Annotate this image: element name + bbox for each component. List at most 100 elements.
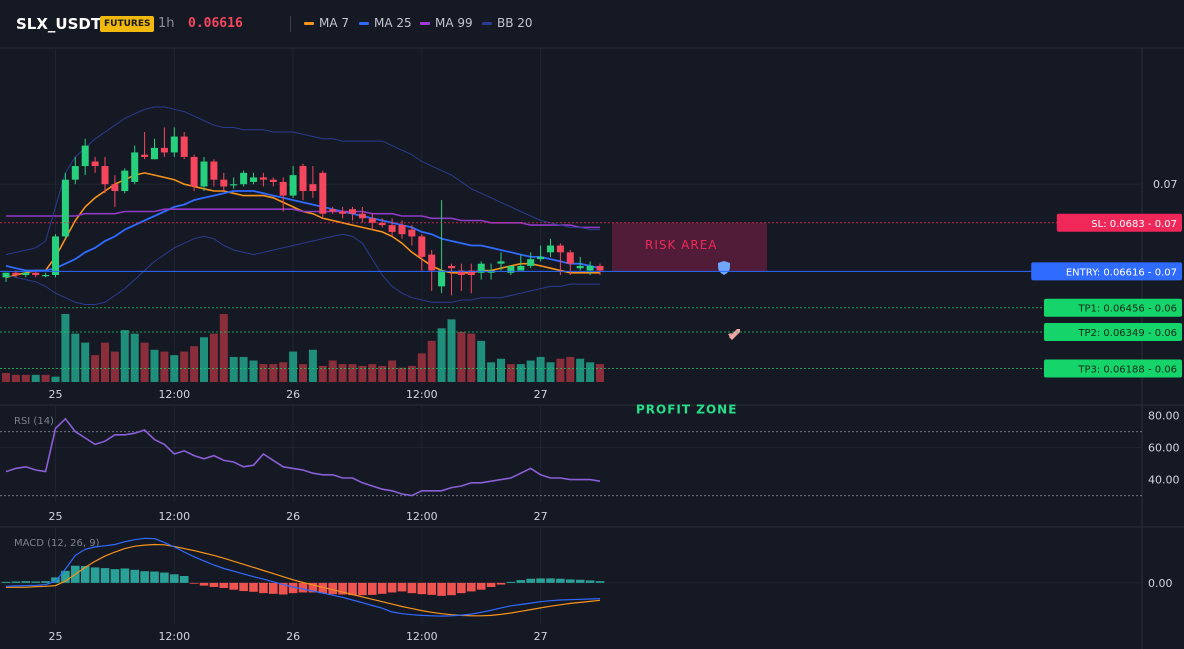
macd-histogram-bar	[457, 582, 466, 594]
time-tick-label: 26	[286, 630, 300, 643]
volume-bar	[417, 353, 426, 382]
candle-body	[457, 270, 465, 276]
macd-histogram-bar	[368, 582, 377, 595]
candle-body	[319, 172, 327, 214]
volume-bar	[120, 330, 129, 382]
rsi-tick-label: 60.00	[1148, 442, 1180, 455]
macd-histogram-bar	[308, 582, 318, 593]
symbol-name[interactable]: SLX_USDT	[16, 15, 102, 33]
ma7-swatch	[304, 21, 314, 25]
tp3-price-tag-label: TP3: 0.06188 - 0.06	[1077, 365, 1177, 376]
timeframe-label[interactable]: 1h	[158, 16, 175, 31]
ma99-line	[6, 208, 600, 229]
time-tick-label: 25	[49, 630, 63, 643]
volume-bar	[81, 342, 90, 382]
volume-bar	[219, 314, 228, 382]
volume-bar	[566, 356, 575, 382]
time-tick-label: 27	[534, 630, 548, 643]
candle-body	[269, 179, 277, 182]
candle-body	[101, 166, 109, 185]
time-tick-label: 12:00	[158, 630, 190, 643]
macd-histogram-bar	[358, 582, 367, 596]
rsi-tick-label: 40.00	[1148, 474, 1180, 487]
macd-histogram-bar	[249, 582, 258, 592]
candle-body	[22, 272, 30, 276]
legend-ma7[interactable]: MA 7	[304, 16, 349, 30]
volume-bar	[289, 351, 298, 382]
volume-bar	[536, 356, 545, 382]
risk-area-label: RISK AREA	[645, 238, 718, 252]
legend-bb20-label: BB 20	[497, 16, 533, 30]
volume-bar	[71, 333, 80, 382]
ma25-line	[5, 190, 601, 272]
volume-bar	[21, 374, 30, 382]
candle-body	[210, 161, 218, 180]
risk-area-zone	[612, 222, 767, 272]
volume-bar	[407, 365, 416, 382]
macd-histogram-bar	[41, 581, 50, 583]
futures-badge: FUTURES	[100, 16, 155, 32]
legend-ma7-label: MA 7	[319, 16, 350, 30]
time-tick-label: 25	[49, 388, 63, 401]
candle-body	[388, 225, 396, 232]
candle-body	[408, 229, 416, 237]
volume-bar	[269, 364, 278, 382]
macd-histogram-bar	[397, 582, 407, 592]
macd-histogram-bar	[595, 581, 605, 583]
profit-zone-label: PROFIT ZONE	[636, 403, 737, 417]
rocket-icon	[728, 329, 740, 340]
candle-body	[596, 265, 604, 271]
volume-bar	[427, 340, 436, 382]
candle-body	[497, 261, 505, 264]
macd-histogram-bar	[100, 568, 110, 583]
entry-price-tag	[1031, 262, 1182, 281]
candle-body	[368, 218, 376, 223]
macd-histogram-bar	[486, 582, 496, 587]
volume-bar	[348, 364, 357, 382]
volume-bar	[31, 374, 40, 382]
macd-histogram-bar	[209, 582, 219, 587]
candle-body	[42, 275, 50, 277]
legend-ma25[interactable]: MA 25	[359, 16, 412, 30]
candle-body	[141, 154, 149, 157]
volume-bar	[398, 367, 406, 382]
legend-bb20[interactable]: BB 20	[482, 16, 533, 30]
macd-histogram-bar	[298, 582, 308, 593]
macd-histogram-bar	[467, 582, 476, 592]
macd-histogram-bar	[278, 582, 288, 595]
volume-bar	[526, 360, 535, 382]
time-tick-label: 25	[49, 510, 63, 523]
volume-bar	[160, 351, 169, 382]
legend-ma99[interactable]: MA 99	[420, 16, 473, 30]
macd-histogram-bar	[377, 582, 387, 594]
time-tick-label: 27	[534, 388, 548, 401]
macd-histogram-bar	[150, 571, 159, 583]
legend-ma99-label: MA 99	[435, 16, 473, 30]
volume-bar	[487, 362, 496, 382]
time-tick-label: 26	[286, 388, 300, 401]
macd-histogram-bar	[387, 582, 397, 593]
macd-histogram-bar	[61, 570, 70, 583]
sl-price-tag	[1056, 213, 1182, 232]
macd-histogram-bar	[120, 568, 130, 583]
macd-histogram-bar	[447, 582, 456, 596]
candle-body	[576, 265, 584, 269]
macd-histogram-bar	[80, 566, 90, 583]
candle-body	[586, 265, 594, 271]
volume-bar	[308, 349, 317, 382]
volume-bar	[229, 356, 238, 382]
volume-bar	[546, 362, 555, 382]
candle-body	[111, 184, 119, 192]
bollinger-band-line	[5, 106, 600, 256]
volume-bar	[180, 351, 189, 382]
macd-histogram-bar	[31, 581, 40, 583]
macd-histogram-bar	[338, 582, 347, 595]
volume-bar	[506, 364, 515, 382]
candle-body	[398, 225, 406, 235]
macd-histogram-bar	[110, 569, 120, 583]
volume-bar	[586, 362, 595, 382]
macd-histogram-bar	[585, 580, 595, 583]
macd-histogram-bar	[140, 571, 149, 583]
candle-body	[448, 265, 455, 269]
